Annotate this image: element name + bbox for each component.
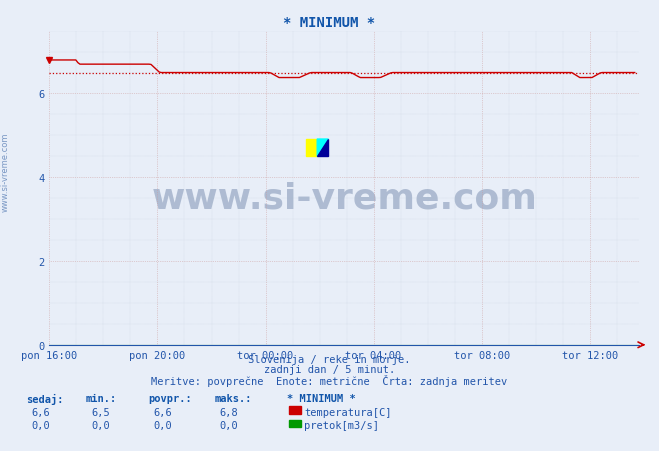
Text: www.si-vreme.com: www.si-vreme.com — [152, 181, 537, 215]
Text: temperatura[C]: temperatura[C] — [304, 407, 392, 417]
Text: min.:: min.: — [86, 393, 117, 403]
Text: pretok[m3/s]: pretok[m3/s] — [304, 420, 380, 430]
Text: 6,5: 6,5 — [91, 407, 109, 417]
Text: 0,0: 0,0 — [219, 420, 238, 430]
Text: 0,0: 0,0 — [91, 420, 109, 430]
Text: povpr.:: povpr.: — [148, 393, 192, 403]
Text: zadnji dan / 5 minut.: zadnji dan / 5 minut. — [264, 364, 395, 374]
Text: 0,0: 0,0 — [32, 420, 50, 430]
Text: * MINIMUM *: * MINIMUM * — [287, 393, 355, 403]
Text: www.si-vreme.com: www.si-vreme.com — [1, 132, 10, 211]
Text: maks.:: maks.: — [214, 393, 252, 403]
Text: Meritve: povprečne  Enote: metrične  Črta: zadnja meritev: Meritve: povprečne Enote: metrične Črta:… — [152, 374, 507, 386]
Text: * MINIMUM *: * MINIMUM * — [283, 16, 376, 30]
Text: 6,6: 6,6 — [32, 407, 50, 417]
Text: 0,0: 0,0 — [154, 420, 172, 430]
Polygon shape — [317, 140, 328, 157]
Polygon shape — [317, 140, 328, 157]
Text: 6,6: 6,6 — [154, 407, 172, 417]
Text: sedaj:: sedaj: — [26, 393, 64, 404]
Text: 6,8: 6,8 — [219, 407, 238, 417]
Bar — [306, 140, 317, 157]
Text: Slovenija / reke in morje.: Slovenija / reke in morje. — [248, 354, 411, 364]
